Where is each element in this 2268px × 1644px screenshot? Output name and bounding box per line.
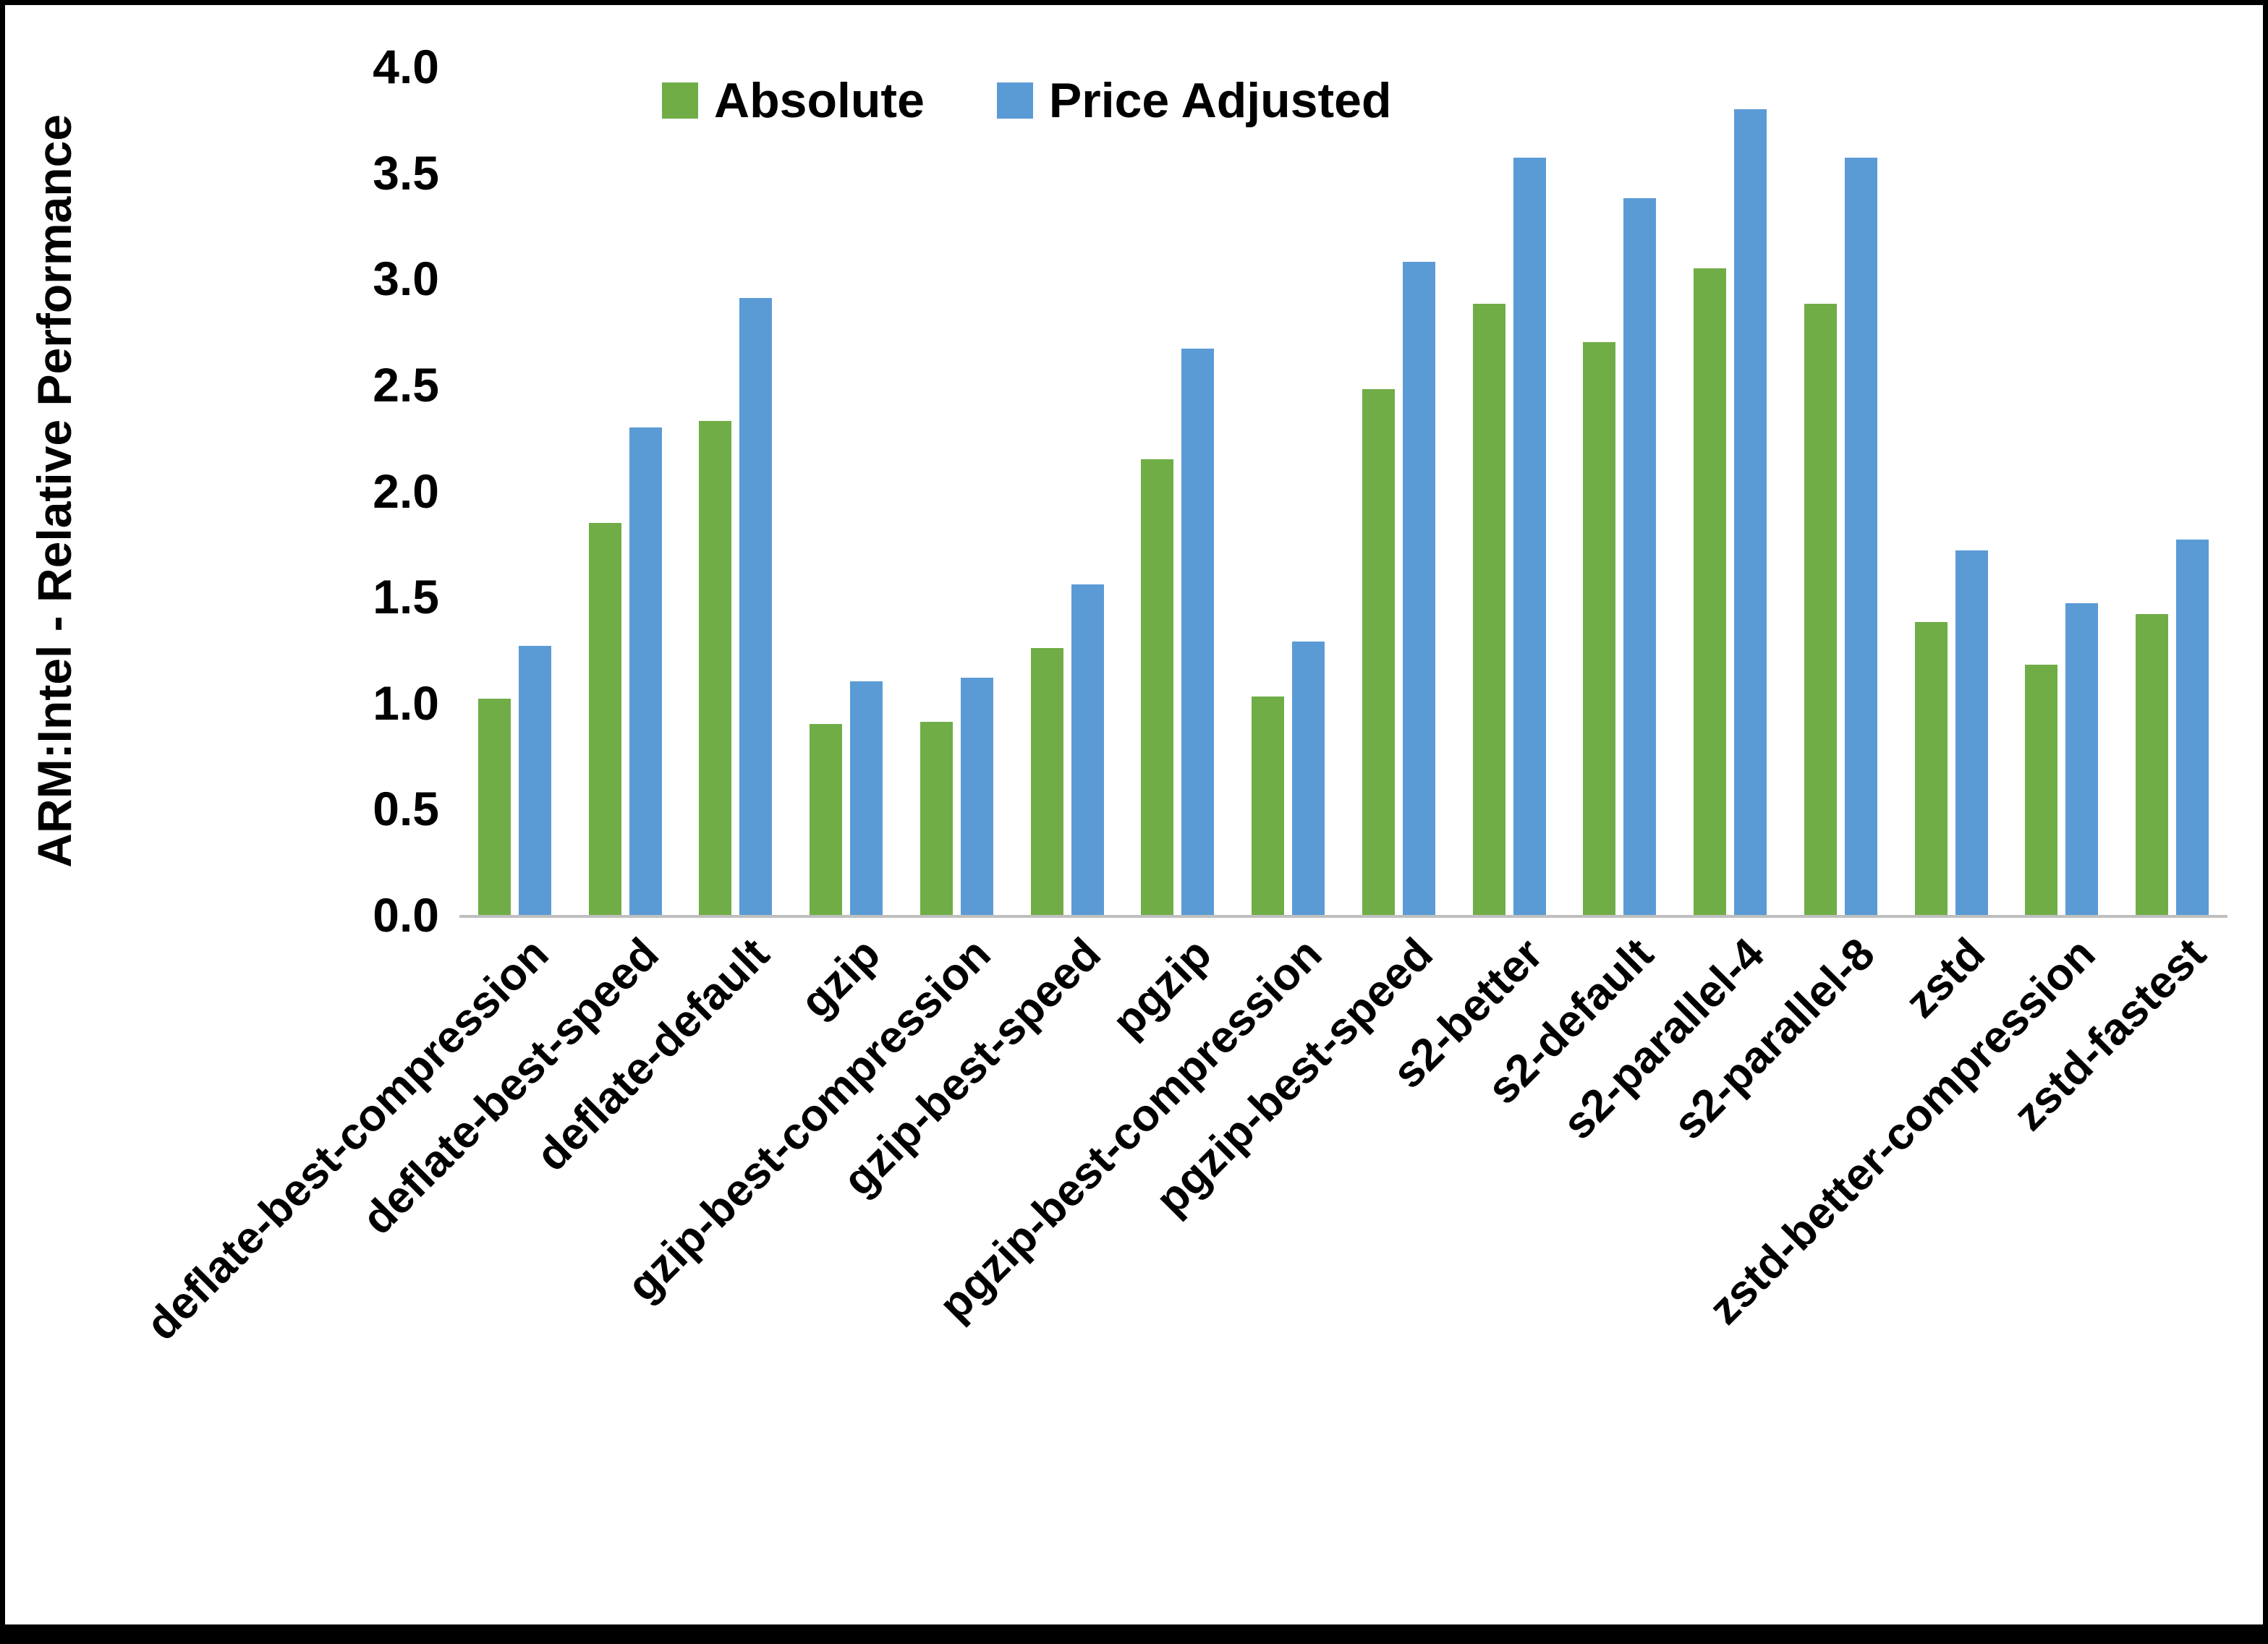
- bar-absolute: [919, 722, 953, 915]
- bar-group: [1123, 67, 1233, 915]
- bar-price-adjusted: [1071, 584, 1104, 915]
- y-axis-tick: 1.5: [373, 570, 439, 624]
- bar-absolute: [1694, 268, 1727, 915]
- bar-price-adjusted: [1181, 349, 1215, 915]
- bar-absolute: [2136, 613, 2169, 915]
- bar-absolute: [810, 724, 843, 915]
- y-axis-title-text: ARM:Intel - Relative Performance: [27, 114, 81, 868]
- y-axis-tick: 2.0: [373, 464, 439, 518]
- bar-group: [2117, 67, 2227, 915]
- bar-group: [1896, 67, 2007, 915]
- bar-group: [2007, 67, 2118, 915]
- bar-price-adjusted: [1844, 158, 1877, 915]
- bar-group: [1565, 67, 1675, 915]
- bar-price-adjusted: [1402, 261, 1435, 915]
- bar-group: [681, 67, 791, 915]
- x-label-cell: zstd-fastest: [2004, 918, 2227, 1540]
- bar-group: [1454, 67, 1565, 915]
- y-axis-tick: 2.5: [373, 357, 439, 412]
- bar-group: [791, 67, 901, 915]
- bar-absolute: [1472, 304, 1505, 915]
- bar-absolute: [2025, 664, 2058, 915]
- x-axis-labels: deflate-best-compression deflate-best-spe…: [137, 918, 2227, 1540]
- bar-price-adjusted: [960, 677, 993, 915]
- bar-absolute: [1141, 459, 1174, 915]
- bar-absolute: [1914, 622, 1948, 915]
- bar-price-adjusted: [518, 645, 551, 915]
- y-axis-tick-labels: 0.0 0.5 1.0 1.5 2.0 2.5 3.0 3.5 4.0: [244, 43, 439, 939]
- y-axis-tick: 4.0: [373, 40, 439, 93]
- bar-absolute: [588, 522, 621, 915]
- y-axis-tick: 3.0: [373, 252, 439, 306]
- y-axis-tick: 0.0: [373, 888, 439, 942]
- y-axis-tick: 0.5: [373, 782, 439, 836]
- bar-price-adjusted: [2176, 539, 2209, 915]
- bar-absolute: [699, 420, 732, 915]
- x-axis-label: zstd: [1895, 929, 1995, 1028]
- bar-absolute: [1252, 696, 1285, 915]
- y-axis-title: ARM:Intel - Relative Performance: [18, 67, 90, 915]
- bar-group: [1785, 67, 1896, 915]
- bar-price-adjusted: [850, 681, 883, 915]
- x-axis-label: gzip: [791, 929, 890, 1028]
- y-axis-tick: 3.5: [373, 145, 439, 200]
- bar-price-adjusted: [739, 297, 773, 915]
- x-axis-label: deflate-best-compression: [137, 929, 558, 1350]
- bar-group: [1012, 67, 1123, 915]
- bar-group: [1675, 67, 1785, 915]
- bar-absolute: [1804, 304, 1837, 915]
- bar-group: [1343, 67, 1454, 915]
- y-axis-tick: 1.0: [373, 676, 439, 730]
- bar-absolute: [1362, 388, 1395, 915]
- bar-price-adjusted: [2065, 602, 2099, 915]
- bar-absolute: [477, 698, 511, 915]
- bar-price-adjusted: [1292, 641, 1325, 915]
- bar-price-adjusted: [1955, 550, 1988, 915]
- bar-price-adjusted: [629, 427, 662, 915]
- plot-area: Absolute Price Adjusted: [459, 67, 2227, 918]
- bar-price-adjusted: [1513, 158, 1546, 915]
- bar-group: [901, 67, 1012, 915]
- bar-absolute: [1583, 342, 1616, 915]
- bar-price-adjusted: [1623, 197, 1657, 915]
- bar-group: [570, 67, 681, 915]
- bar-price-adjusted: [1734, 108, 1767, 915]
- bar-group: [1233, 67, 1343, 915]
- bar-absolute: [1030, 647, 1063, 915]
- bar-group: [459, 67, 570, 915]
